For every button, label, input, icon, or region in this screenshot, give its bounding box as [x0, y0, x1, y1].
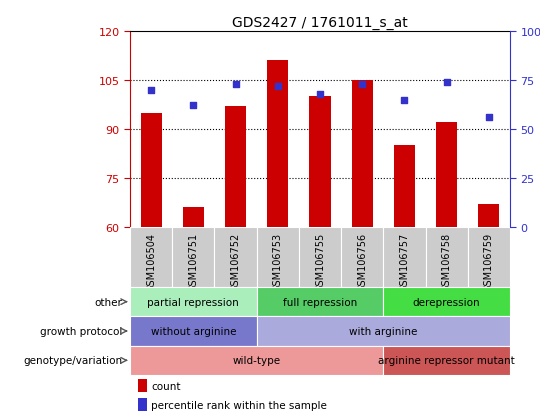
- Title: GDS2427 / 1761011_s_at: GDS2427 / 1761011_s_at: [232, 16, 408, 29]
- Bar: [214, 228, 256, 287]
- Bar: [172, 228, 214, 287]
- Bar: [383, 228, 426, 287]
- Text: GSM106752: GSM106752: [231, 232, 240, 291]
- Bar: [341, 228, 383, 287]
- Text: GSM106504: GSM106504: [146, 232, 156, 291]
- Bar: [299, 228, 341, 287]
- Point: [231, 81, 240, 88]
- Bar: [130, 287, 256, 317]
- Bar: [352, 81, 373, 228]
- Point: [147, 87, 156, 94]
- Bar: [426, 228, 468, 287]
- Text: other: other: [94, 297, 123, 307]
- Text: with arginine: with arginine: [349, 326, 417, 336]
- Bar: [256, 287, 383, 317]
- Text: growth protocol: growth protocol: [40, 326, 123, 336]
- Point: [189, 103, 198, 109]
- Text: without arginine: without arginine: [151, 326, 236, 336]
- Bar: [478, 204, 500, 228]
- Bar: [138, 379, 147, 392]
- Bar: [130, 317, 256, 346]
- Bar: [138, 398, 147, 411]
- Text: percentile rank within the sample: percentile rank within the sample: [151, 400, 327, 410]
- Bar: [394, 146, 415, 228]
- Point: [273, 83, 282, 90]
- Point: [316, 91, 325, 98]
- Text: count: count: [151, 381, 180, 391]
- Bar: [468, 228, 510, 287]
- Text: GSM106753: GSM106753: [273, 232, 283, 291]
- Text: GSM106757: GSM106757: [400, 232, 409, 291]
- Bar: [225, 107, 246, 228]
- Bar: [267, 61, 288, 228]
- Text: GSM106756: GSM106756: [357, 232, 367, 291]
- Bar: [309, 97, 330, 228]
- Text: wild-type: wild-type: [233, 356, 281, 366]
- Text: GSM106751: GSM106751: [188, 232, 198, 291]
- Text: genotype/variation: genotype/variation: [23, 356, 123, 366]
- Bar: [140, 114, 161, 228]
- Text: GSM106759: GSM106759: [484, 232, 494, 291]
- Point: [484, 115, 493, 121]
- Text: full repression: full repression: [283, 297, 357, 307]
- Bar: [130, 228, 172, 287]
- Point: [400, 97, 409, 104]
- Bar: [383, 346, 510, 375]
- Bar: [383, 287, 510, 317]
- Bar: [436, 123, 457, 228]
- Text: GSM106755: GSM106755: [315, 232, 325, 291]
- Point: [358, 81, 367, 88]
- Point: [442, 79, 451, 86]
- Bar: [256, 317, 510, 346]
- Bar: [183, 208, 204, 228]
- Text: derepression: derepression: [413, 297, 481, 307]
- Text: arginine repressor mutant: arginine repressor mutant: [379, 356, 515, 366]
- Bar: [256, 228, 299, 287]
- Bar: [130, 346, 383, 375]
- Text: GSM106758: GSM106758: [442, 232, 451, 291]
- Text: partial repression: partial repression: [147, 297, 239, 307]
